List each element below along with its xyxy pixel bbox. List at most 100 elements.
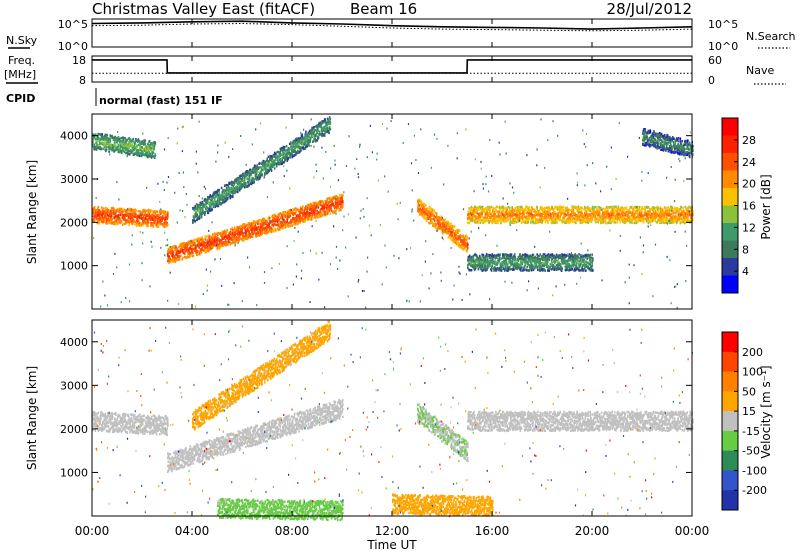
power-cell (126, 143, 128, 147)
power-cell (180, 248, 182, 251)
power-cell (104, 212, 107, 215)
power-cell (142, 151, 144, 154)
power-cell (292, 149, 294, 152)
power-cell (178, 246, 180, 249)
power-cell (217, 200, 219, 203)
power-cell (231, 242, 233, 245)
power-cell (231, 226, 233, 230)
power-cell (303, 207, 306, 210)
power-cell (218, 238, 220, 241)
power-cell (272, 218, 274, 221)
power-cell (238, 180, 241, 183)
power-cell (154, 212, 157, 215)
power-cell (320, 126, 323, 129)
power-cell (192, 248, 194, 251)
power-cell (277, 223, 280, 226)
power-cell (102, 207, 105, 210)
power-cell (125, 140, 127, 144)
power-cell (152, 145, 154, 148)
power-cell (315, 134, 317, 137)
power-cell (115, 219, 118, 222)
power-cell (257, 178, 260, 181)
power-cell (187, 243, 189, 246)
power-cell (128, 153, 131, 156)
power-cell (550, 214, 552, 218)
power-cell (114, 146, 117, 150)
power-cell (218, 242, 221, 245)
power-cell (226, 236, 228, 240)
power-cell (337, 206, 340, 209)
power-cell (289, 214, 292, 218)
power-cell (330, 206, 332, 209)
power-cell (168, 255, 170, 258)
power-cell (302, 137, 304, 140)
power-cell (315, 216, 317, 219)
power-cell (299, 214, 302, 217)
power-cell (425, 207, 427, 211)
power-cell (301, 208, 303, 211)
power-cell (214, 202, 217, 205)
power-cell (297, 222, 299, 226)
power-cell (282, 210, 285, 214)
power-cell (340, 208, 342, 212)
power-cell (328, 196, 331, 200)
power-cell (280, 225, 283, 228)
power-cell (327, 128, 329, 131)
power-cell (214, 232, 217, 236)
power-cell (288, 142, 291, 145)
power-cell (140, 152, 142, 156)
power-cell (308, 204, 311, 207)
power-cell (192, 215, 195, 218)
power-cell (93, 133, 96, 137)
power-cell (325, 203, 328, 207)
power-cell (417, 202, 420, 205)
power-cell (240, 224, 243, 228)
power-cell (117, 146, 119, 149)
power-cell (288, 215, 290, 219)
power-cell (198, 253, 201, 256)
power-cell (272, 160, 274, 163)
power-cell (252, 180, 254, 183)
power-cell (243, 176, 246, 180)
power-cell (199, 206, 202, 209)
power-cell (273, 160, 276, 163)
power-cell (183, 248, 185, 252)
power-cell (334, 195, 337, 198)
power-cell (118, 149, 120, 152)
power-cell (108, 150, 110, 153)
power-cell (284, 210, 287, 214)
power-cell (130, 149, 132, 152)
power-cell (200, 251, 203, 254)
power-cell (262, 169, 264, 172)
power-cell (113, 146, 115, 149)
power-cell (127, 218, 130, 221)
power-cell (177, 254, 179, 257)
power-cell (205, 235, 208, 239)
power-cell (260, 220, 263, 223)
power-cell (150, 155, 153, 158)
power-cell (323, 129, 325, 133)
power-cell (195, 249, 198, 252)
power-cell (95, 141, 98, 144)
power-cell (217, 197, 219, 200)
power-cell (228, 195, 230, 198)
power-cell (255, 174, 257, 177)
power-cell (172, 260, 175, 263)
power-cell (147, 155, 149, 159)
power-cell (269, 230, 272, 233)
power-cell (117, 135, 120, 139)
power-cell (97, 207, 99, 210)
power-cell (439, 221, 442, 224)
power-cell (243, 236, 245, 239)
power-cell (238, 184, 240, 188)
power-cell (210, 242, 213, 246)
power-cell (103, 138, 105, 141)
power-cell (98, 209, 101, 212)
power-cell (153, 147, 155, 151)
power-cell (122, 146, 124, 149)
power-cell (251, 228, 253, 232)
power-cell (193, 209, 196, 212)
power-cell (186, 246, 188, 249)
power-cell (216, 241, 218, 244)
power-cell (177, 258, 180, 261)
